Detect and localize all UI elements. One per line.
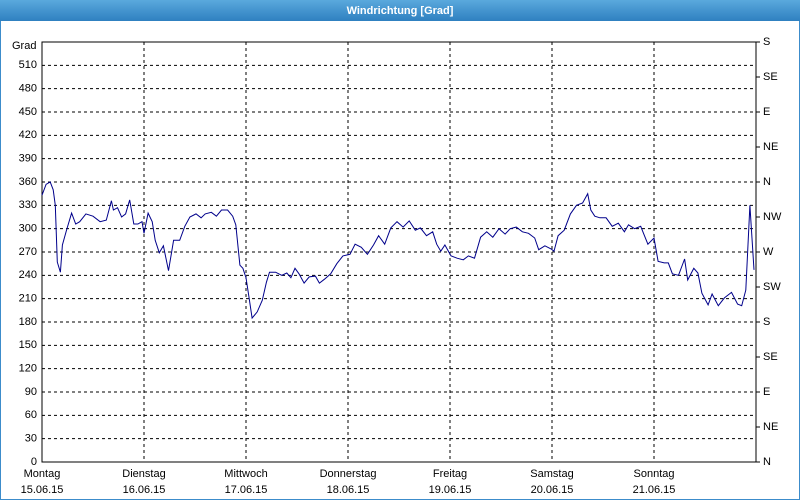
y-tick-label: 360	[19, 176, 37, 188]
x-tick-label: Mittwoch	[224, 468, 267, 480]
y-tick-label: 150	[19, 339, 37, 351]
x-tick-label: Samstag	[530, 468, 573, 480]
y2-tick-label: NE	[763, 421, 778, 433]
y-tick-label: 420	[19, 129, 37, 141]
y-tick-label: 30	[25, 433, 37, 445]
x-tick-label: Dienstag	[122, 468, 165, 480]
y-tick-label: 480	[19, 83, 37, 95]
x-tick-date: 19.06.15	[429, 484, 472, 496]
y-tick-label: 120	[19, 363, 37, 375]
x-tick-label: Montag	[24, 468, 61, 480]
x-tick-label: Sonntag	[634, 468, 675, 480]
y2-tick-label: SE	[763, 351, 778, 363]
y-tick-label: 210	[19, 293, 37, 305]
y-tick-label: 300	[19, 223, 37, 235]
x-tick-date: 21.06.15	[633, 484, 676, 496]
y-tick-label: 180	[19, 316, 37, 328]
x-tick-label: Donnerstag	[320, 468, 377, 480]
x-tick-date: 18.06.15	[327, 484, 370, 496]
x-tick-date: 16.06.15	[123, 484, 166, 496]
y-tick-label: 450	[19, 106, 37, 118]
y-tick-label: 390	[19, 153, 37, 165]
y-tick-label: 0	[31, 456, 37, 468]
y-tick-label: 60	[25, 409, 37, 421]
x-tick-date: 17.06.15	[225, 484, 268, 496]
x-tick-date: 20.06.15	[531, 484, 574, 496]
y2-tick-label: W	[763, 246, 774, 258]
line	[41, 181, 755, 320]
y2-tick-label: NW	[763, 211, 782, 223]
y-tick-label: 270	[19, 246, 37, 258]
y-axis-label: Grad	[12, 40, 36, 52]
title-bar	[0, 0, 800, 21]
y2-tick-label: SE	[763, 71, 778, 83]
x-tick-date: 15.06.15	[21, 484, 64, 496]
y2-tick-label: E	[763, 106, 770, 118]
plot-frame	[41, 41, 757, 463]
y-tick-label: 90	[25, 386, 37, 398]
y2-tick-label: N	[763, 456, 771, 468]
y2-tick-label: N	[763, 176, 771, 188]
x-tick-label: Freitag	[433, 468, 467, 480]
y2-tick-label: E	[763, 386, 770, 398]
y2-tick-label: SW	[763, 281, 781, 293]
y2-tick-label: S	[763, 316, 770, 328]
y-tick-label: 330	[19, 199, 37, 211]
y2-tick-label: NE	[763, 141, 778, 153]
chart-title: Windrichtung [Grad]	[347, 5, 454, 17]
y-tick-label: 510	[19, 59, 37, 71]
y-tick-label: 240	[19, 269, 37, 281]
y2-tick-label: S	[763, 36, 770, 48]
